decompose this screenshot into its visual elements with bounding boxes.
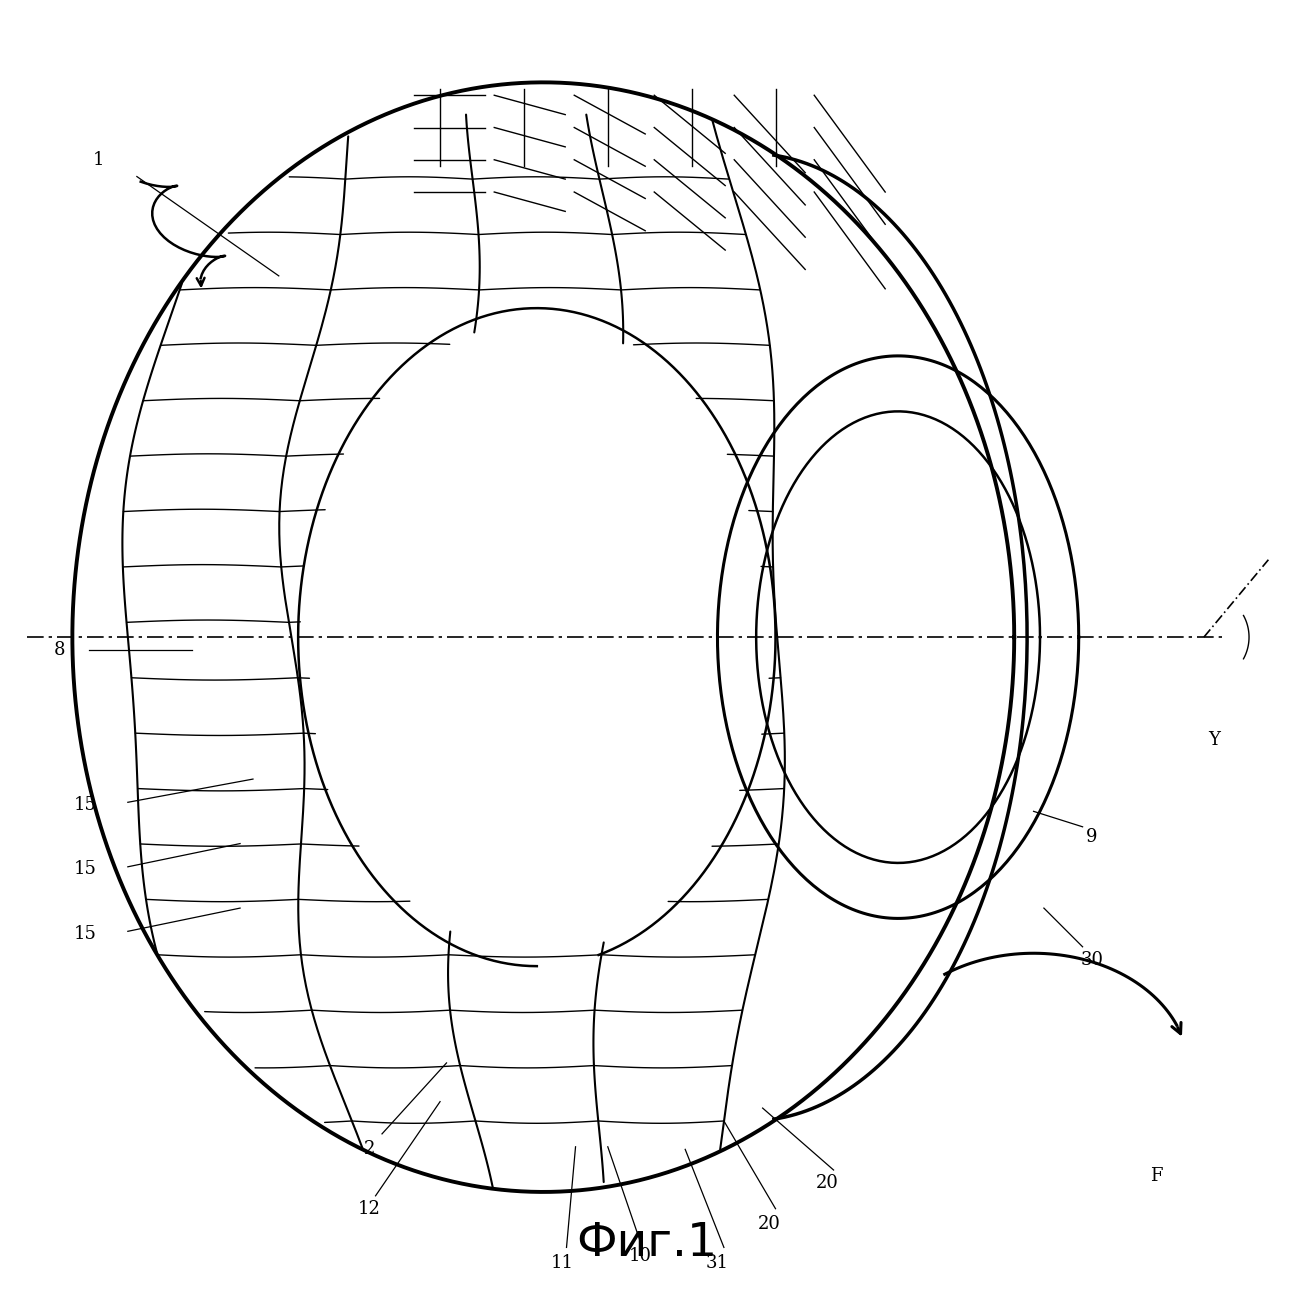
- Text: 20: 20: [758, 1216, 781, 1233]
- Text: 15: 15: [74, 796, 97, 814]
- Text: 15: 15: [74, 924, 97, 943]
- Text: 1: 1: [92, 151, 103, 169]
- Text: 12: 12: [358, 1200, 380, 1217]
- Text: 8: 8: [54, 641, 65, 659]
- Text: 11: 11: [551, 1254, 574, 1272]
- Text: Фиг.1: Фиг.1: [575, 1221, 718, 1266]
- Text: Y: Y: [1208, 731, 1221, 750]
- Text: 31: 31: [706, 1254, 729, 1272]
- Text: 15: 15: [74, 860, 97, 878]
- Text: 20: 20: [816, 1174, 839, 1192]
- Text: F: F: [1149, 1167, 1162, 1186]
- Text: 10: 10: [628, 1247, 652, 1266]
- Text: 30: 30: [1080, 951, 1103, 969]
- Text: 2: 2: [363, 1141, 375, 1158]
- Text: 9: 9: [1086, 829, 1098, 846]
